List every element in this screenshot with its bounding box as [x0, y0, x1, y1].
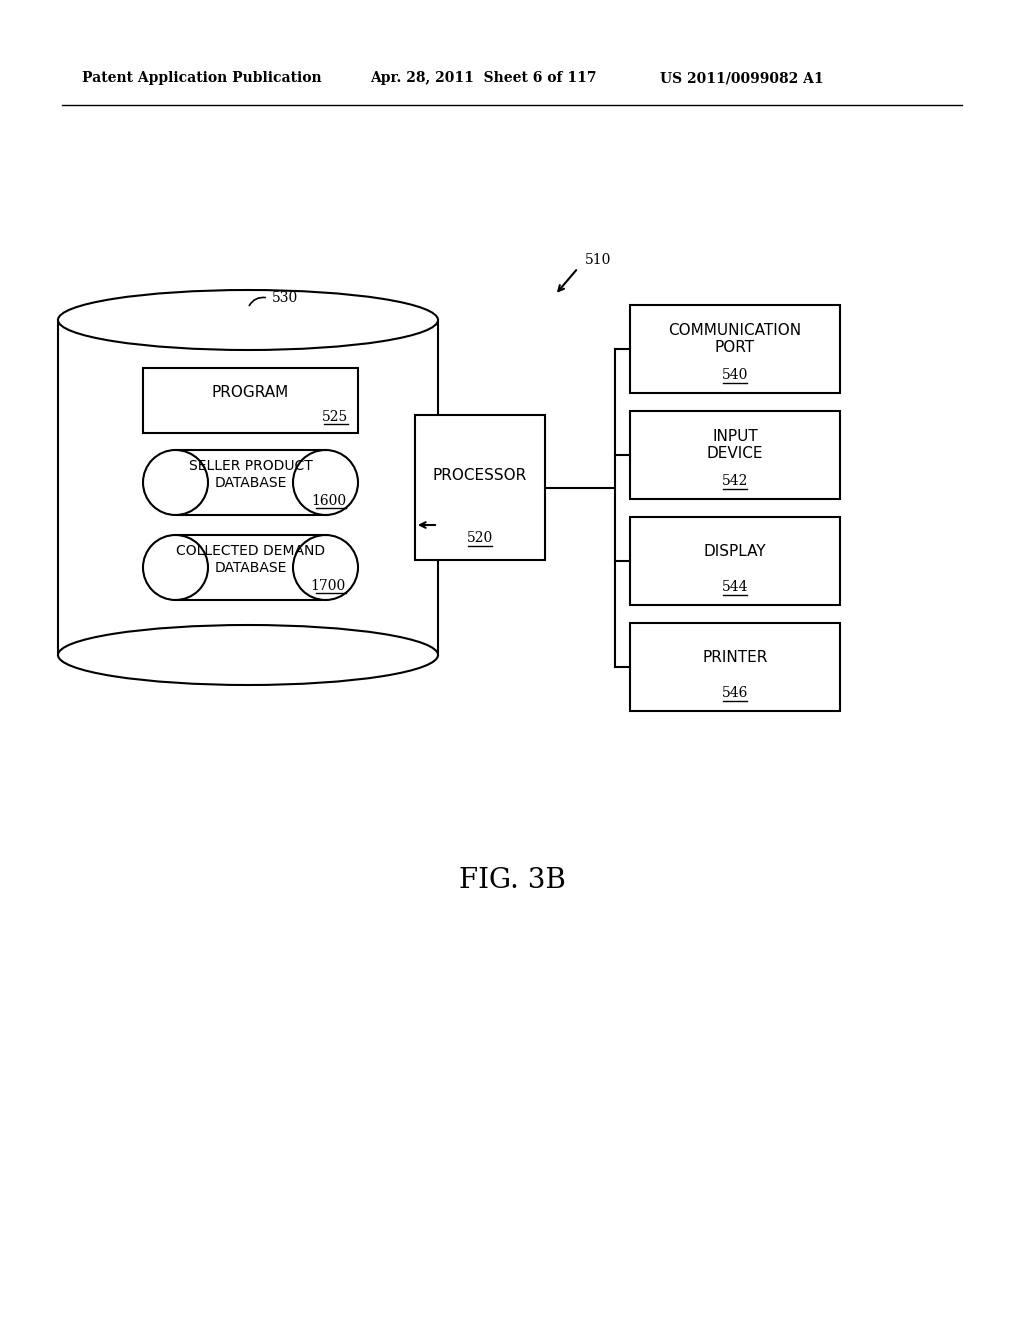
Ellipse shape [293, 450, 358, 515]
Bar [175, 450, 326, 515]
Bar [415, 414, 545, 560]
Text: 1600: 1600 [311, 494, 346, 508]
Ellipse shape [58, 290, 438, 350]
Text: 546: 546 [722, 686, 749, 700]
Ellipse shape [293, 535, 358, 601]
Bar [630, 411, 840, 499]
Bar [630, 517, 840, 605]
Text: PROCESSOR: PROCESSOR [433, 469, 527, 483]
Text: FIG. 3B: FIG. 3B [459, 866, 565, 894]
Text: Patent Application Publication: Patent Application Publication [82, 71, 322, 84]
Bar [143, 368, 358, 433]
Bar [630, 305, 840, 393]
Bar [175, 535, 326, 601]
Text: 540: 540 [722, 368, 749, 381]
Text: COLLECTED DEMAND
DATABASE: COLLECTED DEMAND DATABASE [176, 544, 325, 574]
Text: PROGRAM: PROGRAM [212, 385, 289, 400]
Bar [630, 623, 840, 711]
Text: 530: 530 [272, 290, 298, 305]
Text: 510: 510 [585, 253, 611, 267]
Ellipse shape [143, 450, 208, 515]
Text: SELLER PRODUCT
DATABASE: SELLER PRODUCT DATABASE [188, 459, 312, 490]
Text: 542: 542 [722, 474, 749, 488]
Bar [58, 319, 438, 655]
Ellipse shape [58, 624, 438, 685]
Text: COMMUNICATION
PORT: COMMUNICATION PORT [669, 323, 802, 355]
Text: 520: 520 [467, 531, 494, 545]
Text: 1700: 1700 [310, 579, 346, 593]
Text: Apr. 28, 2011  Sheet 6 of 117: Apr. 28, 2011 Sheet 6 of 117 [370, 71, 597, 84]
Ellipse shape [143, 535, 208, 601]
Text: PRINTER: PRINTER [702, 649, 768, 664]
Text: 544: 544 [722, 579, 749, 594]
Text: DISPLAY: DISPLAY [703, 544, 766, 558]
Text: INPUT
DEVICE: INPUT DEVICE [707, 429, 763, 461]
Text: 525: 525 [322, 411, 348, 424]
Text: US 2011/0099082 A1: US 2011/0099082 A1 [660, 71, 823, 84]
